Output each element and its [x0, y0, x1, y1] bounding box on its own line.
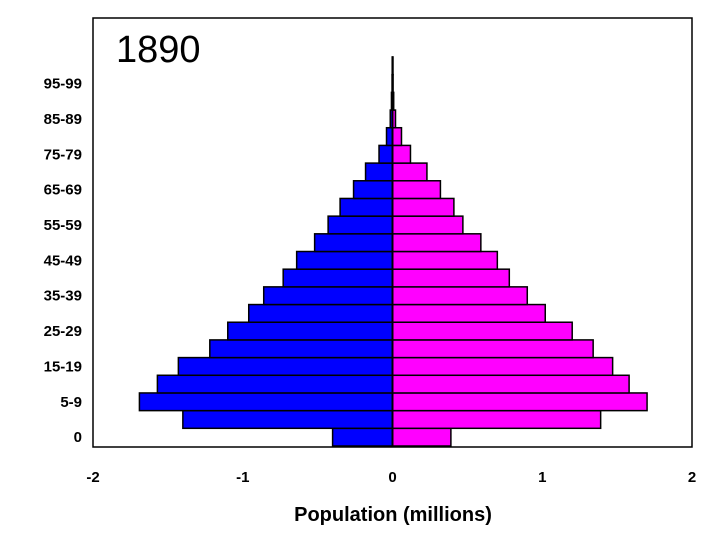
- y-tick-label-45-49: 45-49: [44, 252, 82, 269]
- male-bar-1-4: [182, 409, 394, 430]
- female-bar-30-34: [391, 303, 546, 323]
- male-bar-45-49: [295, 250, 394, 270]
- male-bar-40-44: [282, 268, 394, 288]
- female-bar-70-74: [391, 162, 428, 182]
- y-tick-label-5-9: 5-9: [60, 394, 82, 411]
- y-tick-label-35-39: 35-39: [44, 288, 82, 305]
- female-bar-40-44: [391, 268, 511, 288]
- female-bar-50-54: [391, 233, 482, 253]
- y-tick-label-15-19: 15-19: [44, 358, 82, 375]
- male-bar-70-74: [364, 162, 394, 182]
- plot-frame: [92, 17, 693, 448]
- male-bar-35-39: [262, 286, 394, 306]
- female-bar-5-9: [391, 392, 648, 412]
- y-tick-label-0: 0: [74, 429, 82, 446]
- y-tick-label-85-89: 85-89: [44, 111, 82, 128]
- x-tick-label: 0: [388, 469, 396, 486]
- female-bar-45-49: [391, 250, 499, 270]
- female-bar-25-29: [391, 321, 573, 341]
- female-bar-35-39: [391, 286, 529, 306]
- x-tick-label: -1: [236, 469, 249, 486]
- male-bar-75-79: [378, 144, 394, 164]
- chart-title: 1890: [116, 29, 201, 71]
- y-tick-label-95-99: 95-99: [44, 76, 82, 93]
- female-bar-15-19: [391, 356, 614, 377]
- female-bar-75-79: [391, 144, 412, 164]
- female-bar-65-69: [391, 180, 442, 200]
- female-bar-80-84: [391, 126, 403, 147]
- x-tick-label: -2: [86, 469, 99, 486]
- female-bar-10-14: [391, 374, 630, 394]
- female-bar-55-59: [391, 215, 464, 235]
- male-bar-65-69: [352, 180, 394, 200]
- x-tick-label: 2: [688, 469, 696, 486]
- x-axis-title: Population (millions): [294, 504, 492, 526]
- female-bar-0: [391, 427, 452, 447]
- male-bar-25-29: [227, 321, 394, 341]
- male-bar-60-64: [339, 197, 394, 217]
- female-bar-1-4: [391, 409, 602, 430]
- y-tick-label-55-59: 55-59: [44, 217, 82, 234]
- male-bar-50-54: [313, 233, 394, 253]
- female-bar-20-24: [391, 339, 594, 359]
- male-bar-5-9: [138, 392, 394, 412]
- male-bar-15-19: [177, 356, 394, 377]
- male-bar-0: [331, 427, 394, 447]
- female-bar-60-64: [391, 197, 455, 217]
- x-tick-label: 1: [538, 469, 546, 486]
- y-tick-label-75-79: 75-79: [44, 146, 82, 163]
- male-bar-10-14: [156, 374, 394, 394]
- male-bar-55-59: [327, 215, 394, 235]
- male-bar-20-24: [209, 339, 394, 359]
- y-tick-label-65-69: 65-69: [44, 182, 82, 199]
- y-tick-label-25-29: 25-29: [44, 323, 82, 340]
- male-bar-30-34: [247, 303, 394, 323]
